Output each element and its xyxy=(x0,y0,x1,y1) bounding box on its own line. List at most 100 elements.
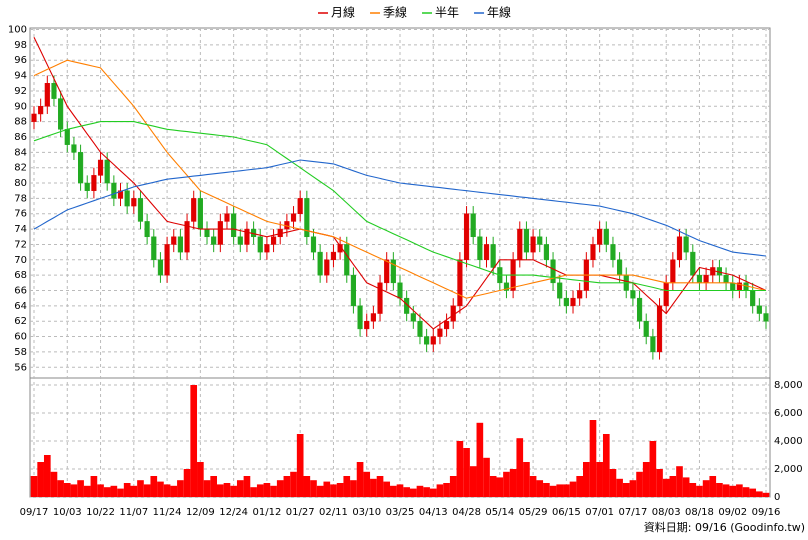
candle-body xyxy=(97,159,104,176)
candle-body xyxy=(557,282,563,299)
candle-body xyxy=(463,213,470,261)
volume-bar xyxy=(449,476,457,497)
volume-bar xyxy=(649,441,657,497)
legend-label: 年線 xyxy=(487,5,511,20)
x-tick-label: 10/03 xyxy=(53,507,82,518)
volume-bar xyxy=(70,484,78,497)
y-tick-label: 80 xyxy=(14,178,27,189)
volume-bar xyxy=(390,485,397,497)
candle-body xyxy=(124,190,130,207)
candle-body xyxy=(217,221,223,245)
volume-bar xyxy=(709,476,717,497)
y-tick-label: 92 xyxy=(14,86,27,97)
y-tick-label: 68 xyxy=(14,270,27,281)
candle-body xyxy=(197,198,203,230)
candle-body xyxy=(636,297,643,322)
candle-body xyxy=(756,305,762,314)
candle-body xyxy=(64,129,70,145)
candle-body xyxy=(344,244,350,276)
candle-body xyxy=(483,244,490,261)
candle-body xyxy=(424,336,430,345)
volume-bar xyxy=(83,485,91,497)
volume-bar xyxy=(43,455,51,497)
volume-bar xyxy=(403,487,410,497)
candle-body xyxy=(237,236,243,245)
volume-bar xyxy=(469,466,477,497)
volume-bar xyxy=(217,484,224,497)
volume-bar xyxy=(150,476,158,497)
candle-body xyxy=(204,228,210,238)
volume-bar xyxy=(130,485,138,497)
candle-body xyxy=(457,259,463,307)
y-tick-label: 72 xyxy=(14,239,27,250)
volume-bar xyxy=(543,483,550,497)
volume-bar xyxy=(622,483,630,497)
volume-bar xyxy=(276,480,284,497)
y-tick-label: 90 xyxy=(14,101,27,112)
candle-body xyxy=(270,236,277,245)
volume-bar xyxy=(656,469,663,497)
volume-bar xyxy=(509,469,517,497)
volume-bar xyxy=(177,480,184,497)
candle-body xyxy=(650,336,656,353)
volume-bar xyxy=(197,462,204,497)
volume-bar xyxy=(210,476,217,497)
volume-bar xyxy=(310,480,317,497)
x-tick-label: 12/24 xyxy=(219,507,248,518)
volume-bar xyxy=(250,487,257,497)
x-tick-label: 09/17 xyxy=(20,507,49,518)
volume-bar xyxy=(429,488,437,497)
volume-bar xyxy=(57,480,64,497)
y-tick-label: 84 xyxy=(14,147,27,158)
candle-body xyxy=(530,236,536,253)
candle-body xyxy=(131,198,137,207)
volume-bar xyxy=(77,480,84,497)
ma-line xyxy=(33,121,766,292)
volume-bar xyxy=(496,477,504,497)
candle-body xyxy=(477,236,483,261)
candle-body xyxy=(577,290,583,299)
candle-body xyxy=(610,244,616,261)
volume-bar xyxy=(103,487,111,497)
volume-bar xyxy=(409,488,417,497)
volume-bar xyxy=(722,484,730,497)
candle-body xyxy=(490,244,496,268)
x-tick-label: 09/16 xyxy=(752,507,781,518)
ma-line xyxy=(33,159,767,257)
volume-bar xyxy=(296,434,304,497)
x-tick-label: 08/03 xyxy=(652,507,681,518)
y-tick-label: 96 xyxy=(14,55,27,66)
candle-body xyxy=(350,274,356,307)
candle-body xyxy=(377,282,383,314)
volume-bar xyxy=(97,484,104,497)
candle-body xyxy=(91,175,97,191)
volume-bar xyxy=(50,471,58,497)
candle-body xyxy=(517,228,523,261)
legend-label: 半年 xyxy=(435,6,459,20)
candle-body xyxy=(104,159,110,184)
volume-bar xyxy=(376,476,384,497)
volume-bar xyxy=(436,484,444,497)
volume-bar xyxy=(629,480,637,497)
candle-body xyxy=(310,236,317,253)
volume-bar xyxy=(416,485,424,497)
volume-bar xyxy=(330,484,337,497)
volume-bar xyxy=(749,488,757,497)
volume-bar xyxy=(549,485,557,497)
y-tick-label: 60 xyxy=(14,332,27,343)
candle-body xyxy=(290,213,297,222)
candle-body xyxy=(723,274,729,284)
candle-body xyxy=(550,259,556,284)
y2-tick-label: 2,000 xyxy=(774,464,803,475)
candle-body xyxy=(617,259,623,276)
y-tick-label: 94 xyxy=(14,71,27,82)
volume-bar xyxy=(316,485,324,497)
candle-body xyxy=(410,313,416,322)
candle-body xyxy=(191,198,197,222)
candle-body xyxy=(224,213,230,222)
volume-bar xyxy=(443,483,450,497)
candle-body xyxy=(470,213,476,238)
candle-body xyxy=(257,236,263,253)
candle-body xyxy=(78,152,84,184)
